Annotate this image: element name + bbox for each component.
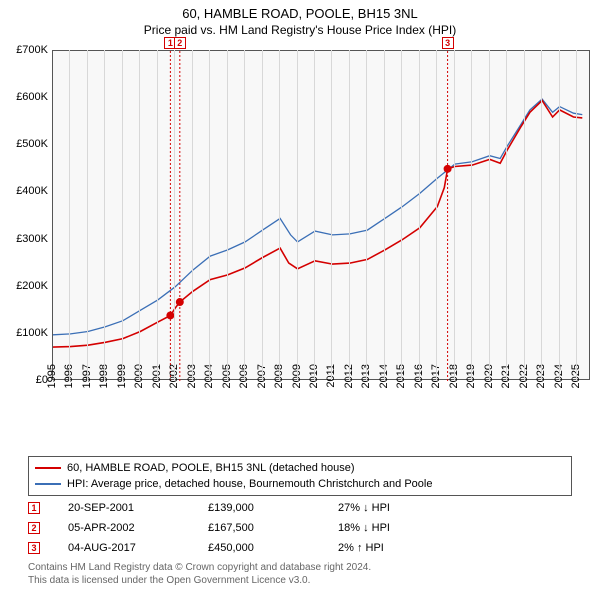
plot-area: 123	[52, 50, 590, 380]
x-gridline	[297, 50, 298, 380]
transaction-index-box: 1	[28, 502, 40, 514]
x-gridline	[454, 50, 455, 380]
x-gridline	[122, 50, 123, 380]
x-gridline	[87, 50, 88, 380]
x-gridline	[244, 50, 245, 380]
y-axis-tick-label: £700K	[4, 44, 48, 56]
x-gridline	[366, 50, 367, 380]
x-gridline	[401, 50, 402, 380]
transaction-date: 04-AUG-2017	[68, 542, 208, 554]
chart-container: £0£100K£200K£300K£400K£500K£600K£700K 12…	[6, 50, 594, 418]
x-gridline	[559, 50, 560, 380]
transaction-marker-label: 3	[442, 37, 454, 49]
x-gridline	[524, 50, 525, 380]
x-gridline	[174, 50, 175, 380]
x-gridline	[489, 50, 490, 380]
transaction-date: 20-SEP-2001	[68, 502, 208, 514]
y-axis-tick-label: £100K	[4, 327, 48, 339]
transaction-index-box: 2	[28, 522, 40, 534]
x-gridline	[436, 50, 437, 380]
x-gridline	[471, 50, 472, 380]
transaction-price: £139,000	[208, 502, 338, 514]
x-gridline	[209, 50, 210, 380]
x-gridline	[69, 50, 70, 380]
x-gridline	[349, 50, 350, 380]
chart-subtitle: Price paid vs. HM Land Registry's House …	[0, 23, 600, 37]
footer-line-2: This data is licensed under the Open Gov…	[28, 575, 572, 588]
transaction-dot	[166, 311, 174, 319]
x-gridline	[576, 50, 577, 380]
x-gridline	[192, 50, 193, 380]
legend-row: HPI: Average price, detached house, Bour…	[35, 476, 565, 492]
chart-title: 60, HAMBLE ROAD, POOLE, BH15 3NL	[0, 6, 600, 21]
footer-attribution: Contains HM Land Registry data © Crown c…	[28, 562, 572, 587]
x-gridline	[262, 50, 263, 380]
y-axis-tick-label: £200K	[4, 280, 48, 292]
transactions-table: 1 20-SEP-2001£139,00027% ↓ HPI 2 05-APR-200…	[28, 498, 572, 558]
transaction-row: 2 05-APR-2002£167,50018% ↓ HPI	[28, 518, 572, 538]
y-axis-tick-label: £600K	[4, 91, 48, 103]
transaction-index-box: 3	[28, 542, 40, 554]
x-axis-tick-label: 1995	[46, 364, 58, 404]
footer-line-1: Contains HM Land Registry data © Crown c…	[28, 562, 572, 575]
series-line	[53, 101, 582, 348]
x-gridline	[384, 50, 385, 380]
x-gridline	[314, 50, 315, 380]
chart-svg	[53, 51, 591, 381]
transaction-row: 3 04-AUG-2017£450,0002% ↑ HPI	[28, 538, 572, 558]
x-gridline	[227, 50, 228, 380]
transaction-diff: 18% ↓ HPI	[338, 522, 478, 534]
y-axis-tick-label: £300K	[4, 233, 48, 245]
y-axis-tick-label: £400K	[4, 185, 48, 197]
x-gridline	[104, 50, 105, 380]
transaction-price: £167,500	[208, 522, 338, 534]
transaction-marker-label: 2	[174, 37, 186, 49]
transaction-dot	[444, 165, 452, 173]
legend-label: 60, HAMBLE ROAD, POOLE, BH15 3NL (detach…	[67, 462, 355, 474]
x-gridline	[279, 50, 280, 380]
x-gridline	[506, 50, 507, 380]
transaction-diff: 2% ↑ HPI	[338, 542, 478, 554]
y-axis-tick-label: £500K	[4, 138, 48, 150]
x-gridline	[157, 50, 158, 380]
legend-swatch	[35, 467, 61, 469]
legend-row: 60, HAMBLE ROAD, POOLE, BH15 3NL (detach…	[35, 460, 565, 476]
x-gridline	[139, 50, 140, 380]
x-gridline	[331, 50, 332, 380]
x-gridline	[419, 50, 420, 380]
transaction-diff: 27% ↓ HPI	[338, 502, 478, 514]
legend-swatch	[35, 483, 61, 485]
x-gridline	[541, 50, 542, 380]
transaction-price: £450,000	[208, 542, 338, 554]
transaction-dot	[176, 298, 184, 306]
transaction-row: 1 20-SEP-2001£139,00027% ↓ HPI	[28, 498, 572, 518]
transaction-date: 05-APR-2002	[68, 522, 208, 534]
legend-label: HPI: Average price, detached house, Bour…	[67, 478, 432, 490]
legend: 60, HAMBLE ROAD, POOLE, BH15 3NL (detach…	[28, 456, 572, 496]
series-line	[53, 99, 582, 335]
y-axis-tick-label: £0	[4, 374, 48, 386]
